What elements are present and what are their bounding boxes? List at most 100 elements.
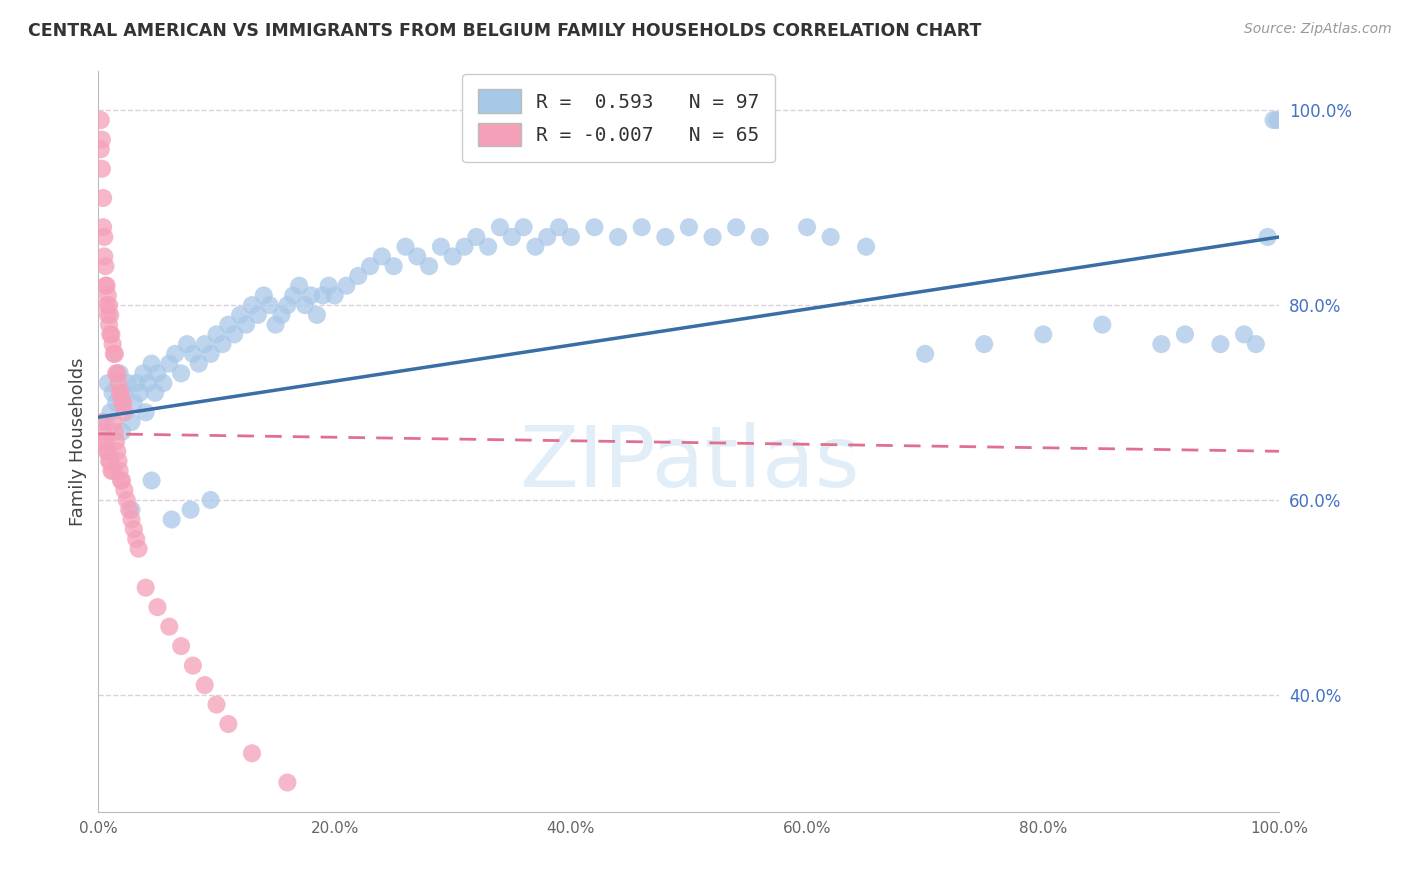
Point bbox=[371, 249, 394, 264]
Point bbox=[1244, 337, 1267, 351]
Point bbox=[121, 415, 143, 429]
Point bbox=[465, 230, 488, 244]
Point bbox=[607, 230, 630, 244]
Point bbox=[91, 220, 114, 235]
Point bbox=[820, 230, 842, 244]
Y-axis label: Family Households: Family Households bbox=[69, 358, 87, 525]
Point bbox=[229, 308, 252, 322]
Point bbox=[93, 434, 115, 449]
Point bbox=[152, 376, 174, 390]
Point bbox=[112, 385, 135, 400]
Point bbox=[141, 474, 163, 488]
Point bbox=[100, 464, 122, 478]
Point bbox=[1174, 327, 1197, 342]
Point bbox=[240, 746, 263, 760]
Point bbox=[97, 308, 120, 322]
Point bbox=[143, 385, 166, 400]
Point bbox=[211, 337, 233, 351]
Point bbox=[264, 318, 287, 332]
Point bbox=[105, 395, 128, 409]
Point bbox=[305, 308, 328, 322]
Point bbox=[453, 240, 475, 254]
Point bbox=[121, 502, 143, 516]
Point bbox=[347, 268, 370, 283]
Point bbox=[1263, 113, 1285, 128]
Point bbox=[187, 357, 209, 371]
Point bbox=[112, 395, 135, 409]
Point bbox=[96, 278, 118, 293]
Point bbox=[1257, 230, 1279, 244]
Point bbox=[97, 288, 120, 302]
Text: ZIPatlas: ZIPatlas bbox=[519, 422, 859, 505]
Point bbox=[107, 454, 129, 468]
Point bbox=[98, 327, 121, 342]
Point bbox=[160, 512, 183, 526]
Point bbox=[560, 230, 582, 244]
Point bbox=[112, 483, 135, 498]
Point bbox=[136, 376, 159, 390]
Point bbox=[101, 385, 124, 400]
Point bbox=[276, 298, 298, 312]
Text: Source: ZipAtlas.com: Source: ZipAtlas.com bbox=[1244, 22, 1392, 37]
Point bbox=[630, 220, 652, 235]
Point bbox=[97, 376, 120, 390]
Point bbox=[101, 464, 124, 478]
Point bbox=[512, 220, 534, 235]
Point bbox=[96, 444, 118, 458]
Point bbox=[489, 220, 512, 235]
Point bbox=[536, 230, 558, 244]
Point bbox=[112, 405, 135, 419]
Point bbox=[91, 132, 114, 146]
Point bbox=[157, 619, 180, 633]
Point bbox=[105, 367, 128, 381]
Point bbox=[146, 600, 169, 615]
Point bbox=[110, 385, 132, 400]
Point bbox=[240, 298, 263, 312]
Point bbox=[101, 337, 124, 351]
Point bbox=[1091, 318, 1114, 332]
Point bbox=[524, 240, 547, 254]
Point bbox=[98, 405, 121, 419]
Point bbox=[135, 581, 157, 595]
Point bbox=[125, 532, 148, 546]
Point bbox=[312, 288, 335, 302]
Point bbox=[111, 395, 134, 409]
Point bbox=[103, 347, 125, 361]
Point bbox=[115, 493, 138, 508]
Point bbox=[98, 318, 121, 332]
Point bbox=[253, 288, 276, 302]
Point bbox=[548, 220, 571, 235]
Point bbox=[200, 493, 222, 508]
Point bbox=[135, 405, 157, 419]
Point bbox=[194, 337, 217, 351]
Point bbox=[157, 357, 180, 371]
Point bbox=[118, 502, 141, 516]
Point bbox=[323, 288, 346, 302]
Point bbox=[205, 327, 228, 342]
Point bbox=[283, 288, 305, 302]
Point bbox=[382, 259, 405, 273]
Point bbox=[294, 298, 316, 312]
Point bbox=[1209, 337, 1232, 351]
Point bbox=[141, 357, 163, 371]
Point bbox=[98, 454, 121, 468]
Point bbox=[359, 259, 381, 273]
Point bbox=[91, 415, 114, 429]
Point bbox=[748, 230, 770, 244]
Point bbox=[176, 337, 198, 351]
Point bbox=[98, 308, 121, 322]
Point bbox=[205, 698, 228, 712]
Point bbox=[318, 278, 340, 293]
Point bbox=[702, 230, 724, 244]
Point bbox=[117, 376, 139, 390]
Point bbox=[103, 415, 125, 429]
Point bbox=[501, 230, 523, 244]
Point bbox=[93, 249, 115, 264]
Point bbox=[855, 240, 877, 254]
Point bbox=[430, 240, 453, 254]
Point bbox=[90, 142, 112, 156]
Point bbox=[288, 278, 311, 293]
Point bbox=[94, 278, 117, 293]
Point bbox=[678, 220, 700, 235]
Point bbox=[122, 395, 145, 409]
